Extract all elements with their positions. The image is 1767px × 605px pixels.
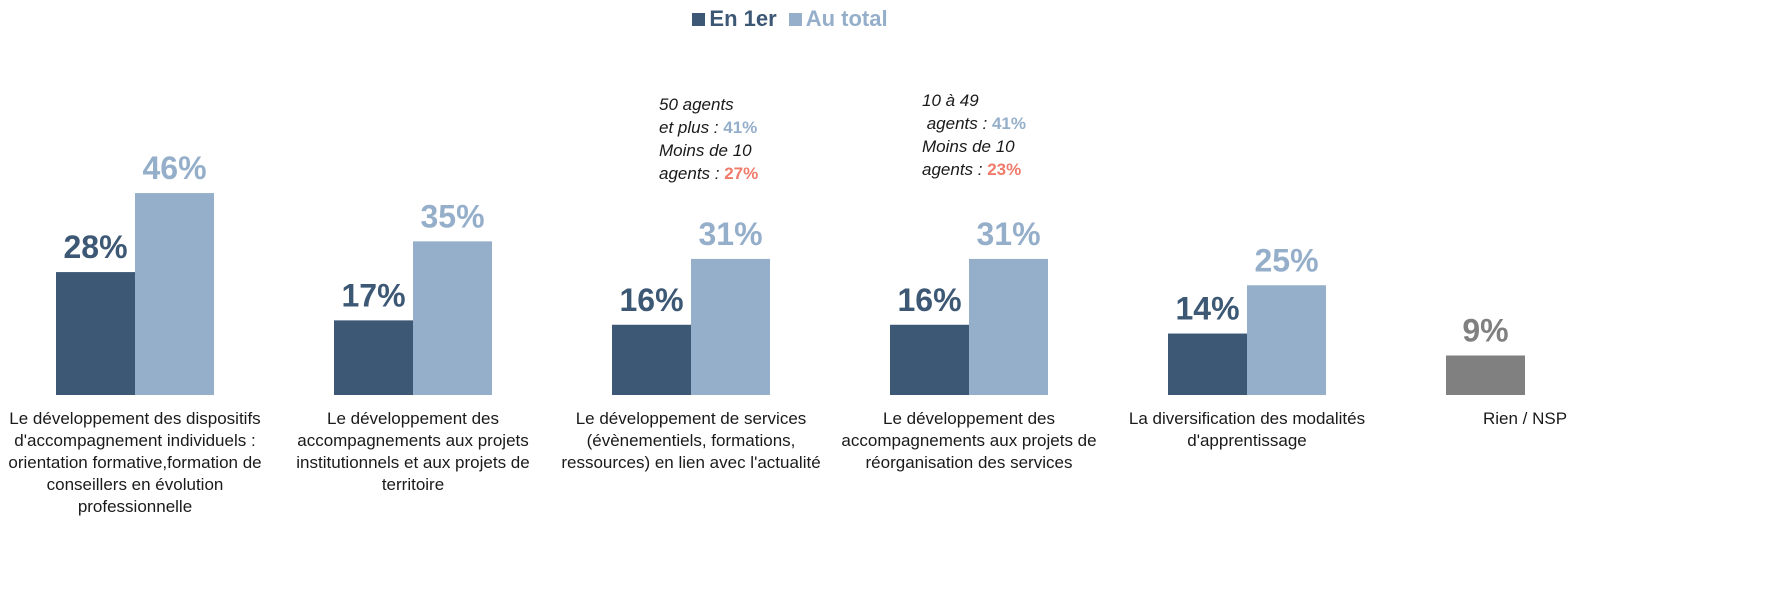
- value-label: 14%: [1175, 291, 1239, 327]
- annotation-text: Moins de 10: [922, 137, 1015, 156]
- annotation-text: agents :: [922, 160, 988, 179]
- legend-label: Au total: [805, 6, 888, 31]
- bar: [969, 258, 1048, 395]
- bar: [1168, 333, 1247, 395]
- category-label: Le développement de services (évènementi…: [561, 409, 821, 472]
- annotation-line: Moins de 10: [659, 139, 758, 162]
- legend-swatch: [692, 13, 706, 26]
- bar: [1446, 355, 1525, 395]
- annotation-line: 50 agents: [659, 93, 758, 116]
- annotation-line: Moins de 10: [922, 135, 1026, 158]
- value-label: 28%: [63, 229, 127, 265]
- annotation: 50 agents et plus : 41% Moins de 10 agents …: [659, 93, 758, 185]
- annotation-text: 10 à 49: [922, 91, 979, 110]
- value-label: 31%: [698, 216, 762, 252]
- value-label: 25%: [1254, 242, 1318, 278]
- annotation-text: 23%: [987, 160, 1022, 179]
- bar: [334, 320, 413, 395]
- bar: [1247, 285, 1326, 395]
- legend-label: En 1er: [709, 6, 777, 31]
- annotation-text: 41%: [991, 114, 1026, 133]
- bar: [612, 324, 691, 395]
- bar: [56, 272, 135, 395]
- legend: En 1er Au total: [0, 6, 1580, 32]
- annotation-text: 27%: [724, 164, 759, 183]
- bar: [691, 258, 770, 395]
- value-label: 31%: [976, 216, 1040, 252]
- bar: [413, 241, 492, 395]
- annotation-text: 50 agents: [659, 95, 734, 114]
- annotation-text: Moins de 10: [659, 141, 752, 160]
- value-label: 9%: [1462, 312, 1508, 348]
- category-label: Le développement des accompagnements aux…: [296, 409, 530, 494]
- annotation-line: et plus : 41%: [659, 116, 758, 139]
- annotation-text: et plus :: [659, 118, 724, 137]
- bar: [890, 324, 969, 395]
- category-label: La diversification des modalités d'appre…: [1128, 409, 1366, 450]
- value-label: 16%: [619, 282, 683, 318]
- value-label: 16%: [897, 282, 961, 318]
- annotation-text: 41%: [723, 118, 758, 137]
- category-label: Le développement des dispositifs d'accom…: [8, 409, 262, 516]
- legend-swatch: [788, 13, 802, 26]
- bar: [135, 193, 214, 395]
- value-label: 35%: [420, 198, 484, 234]
- annotation-line: agents : 41%: [922, 112, 1026, 135]
- value-label: 46%: [142, 150, 206, 186]
- legend-item: Au total: [788, 6, 888, 31]
- value-label: 17%: [341, 277, 405, 313]
- category-label: Le développement des accompagnements aux…: [841, 409, 1097, 472]
- annotation-line: 10 à 49: [922, 89, 1026, 112]
- legend-item: En 1er: [692, 6, 777, 31]
- category-label: Rien / NSP: [1482, 409, 1568, 428]
- annotation-text: agents :: [922, 114, 992, 133]
- annotation-line: agents : 27%: [659, 162, 758, 185]
- annotation-line: agents : 23%: [922, 158, 1026, 181]
- annotation-text: agents :: [659, 164, 725, 183]
- annotation: 10 à 49 agents : 41% Moins de 10 agents : …: [922, 89, 1026, 181]
